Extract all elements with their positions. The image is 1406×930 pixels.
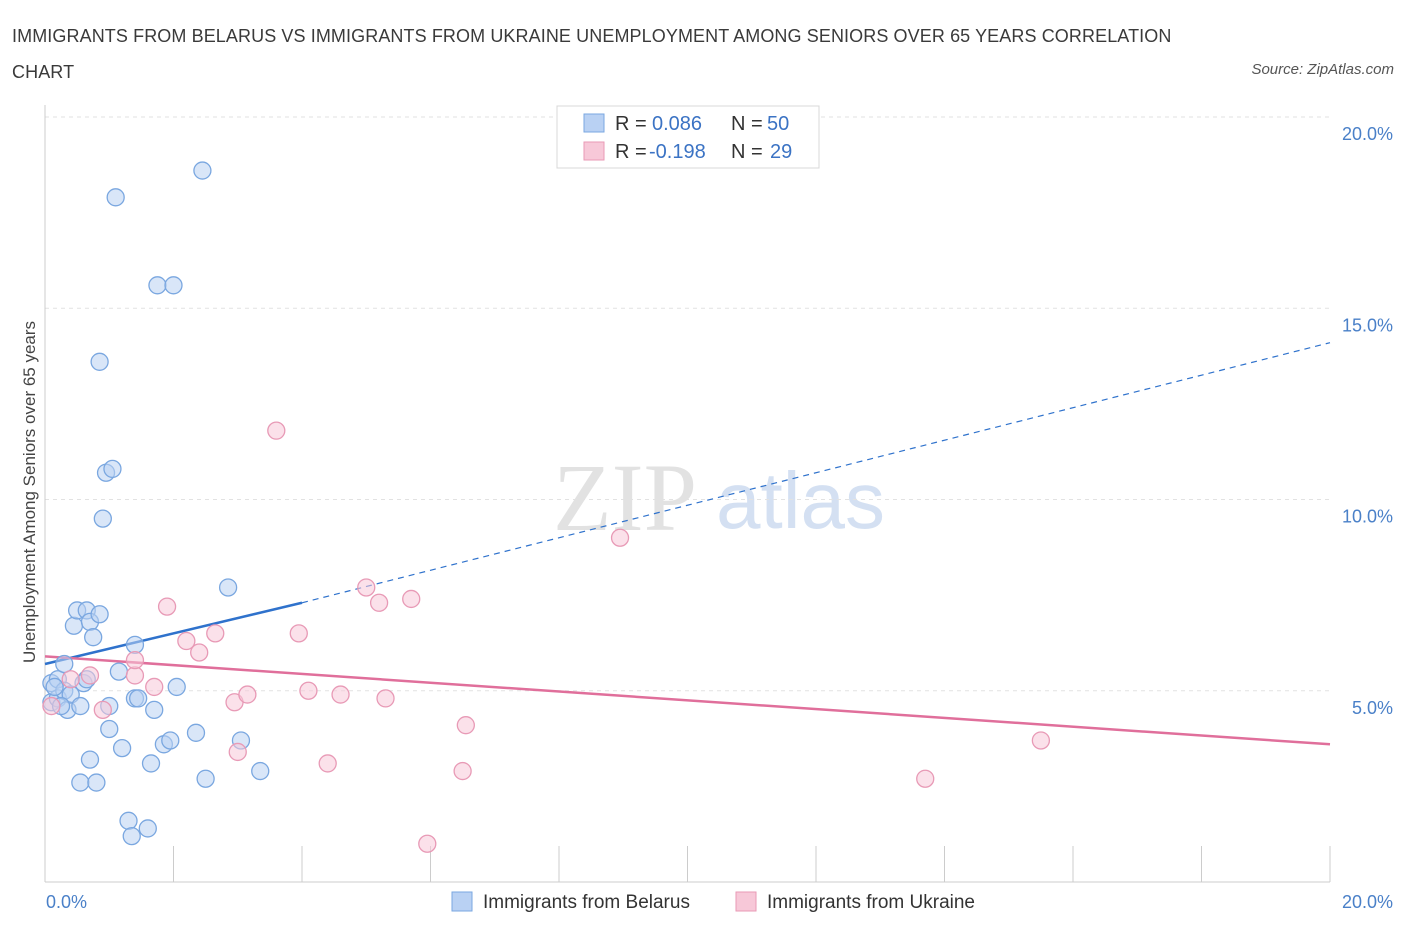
point-ukraine-7: [157, 597, 177, 616]
stats-legend: R = 0.086 N = 50 R = -0.198 N = 29: [556, 105, 820, 169]
legend-n-label-1: N =: [731, 113, 763, 135]
trend-line-ukraine: [44, 655, 1331, 746]
point-belarus-25: [106, 188, 125, 207]
point-ukraine-2: [80, 666, 100, 685]
point-belarus-39: [164, 276, 183, 295]
point-belarus-43: [196, 769, 215, 788]
point-ukraine-9: [190, 643, 209, 662]
point-ukraine-25: [456, 716, 475, 735]
grid-lines: [45, 116, 1330, 692]
axes: [44, 105, 1331, 883]
trend-line-belarus: [44, 601, 303, 666]
y-tick-label-1: 10.0%: [1342, 507, 1393, 527]
legend-r-value-2: -0.198: [649, 141, 706, 163]
point-belarus-26: [109, 662, 129, 681]
point-belarus-32: [129, 689, 148, 708]
point-belarus-11: [71, 696, 90, 716]
bottom-legend-swatch-belarus: [451, 891, 473, 912]
legend-r-label-1: R =: [615, 113, 647, 135]
point-ukraine-5: [125, 651, 145, 670]
point-belarus-44: [218, 578, 238, 597]
point-ukraine-13: [238, 685, 257, 704]
point-ukraine-27: [916, 769, 935, 788]
legend-n-label-2: N =: [731, 141, 763, 163]
data-points: [42, 161, 1051, 853]
point-belarus-41: [186, 723, 206, 742]
point-ukraine-16: [299, 681, 318, 700]
tick-labels: 5.0% 10.0% 15.0% 20.0% 0.0% 20.0%: [46, 124, 1393, 912]
legend-r-value-1: 0.086: [652, 113, 702, 135]
watermark-atlas: atlas: [716, 456, 885, 545]
point-belarus-8: [64, 616, 84, 635]
point-ukraine-23: [418, 834, 437, 853]
point-ukraine-14: [267, 421, 286, 440]
y-tick-label-0: 5.0%: [1352, 698, 1393, 718]
point-belarus-17: [87, 773, 106, 792]
trend-line-belarus-extension: [301, 342, 1331, 604]
point-ukraine-1: [61, 670, 80, 689]
point-belarus-20: [93, 509, 112, 528]
y-tick-label-3: 20.0%: [1342, 124, 1393, 144]
bottom-legend-label-belarus: Immigrants from Belarus: [483, 892, 690, 913]
point-belarus-14: [80, 750, 100, 769]
series-legend: Immigrants from Belarus Immigrants from …: [451, 891, 975, 913]
bottom-legend-swatch-ukraine: [735, 891, 757, 912]
chart-title: IMMIGRANTS FROM BELARUS VS IMMIGRANTS FR…: [12, 26, 1172, 82]
point-belarus-38: [161, 731, 180, 750]
point-belarus-34: [141, 754, 161, 773]
point-belarus-24: [103, 459, 122, 479]
y-axis-label: Unemployment Among Seniors over 65 years: [20, 321, 39, 663]
x-tick-label-max: 20.0%: [1342, 892, 1393, 912]
point-belarus-16: [84, 628, 103, 647]
point-belarus-5: [55, 654, 74, 674]
legend-r-label-2: R =: [615, 141, 647, 163]
y-tick-label-2: 15.0%: [1342, 315, 1393, 335]
point-ukraine-24: [453, 761, 472, 781]
point-belarus-33: [138, 819, 157, 838]
point-belarus-28: [119, 811, 138, 830]
point-ukraine-3: [93, 700, 112, 720]
trend-lines: [44, 342, 1331, 746]
legend-swatch-belarus: [583, 113, 605, 133]
x-tick-label-min: 0.0%: [46, 892, 87, 912]
point-belarus-10: [71, 773, 90, 792]
point-ukraine-8: [177, 631, 196, 651]
chart-source: Source: ZipAtlas.com: [1251, 61, 1394, 78]
point-belarus-29: [122, 826, 141, 846]
point-belarus-40: [167, 677, 186, 697]
point-belarus-42: [193, 161, 212, 180]
point-belarus-35: [145, 700, 164, 720]
point-belarus-31: [125, 635, 145, 654]
point-ukraine-12: [228, 742, 247, 762]
point-ukraine-0: [42, 696, 61, 716]
legend-n-value-2: 29: [770, 141, 792, 163]
point-belarus-19: [90, 352, 109, 371]
point-ukraine-17: [318, 754, 337, 773]
point-ukraine-21: [376, 689, 395, 708]
point-ukraine-4: [125, 666, 145, 685]
point-ukraine-26: [610, 528, 630, 547]
bottom-legend-label-ukraine: Immigrants from Ukraine: [767, 892, 975, 913]
point-ukraine-22: [402, 589, 421, 609]
point-ukraine-20: [369, 593, 389, 612]
point-ukraine-6: [145, 677, 164, 697]
point-ukraine-18: [331, 685, 350, 704]
point-belarus-47: [45, 677, 64, 697]
point-ukraine-15: [289, 624, 308, 643]
legend-n-value-1: 50: [767, 113, 789, 135]
point-belarus-23: [100, 719, 119, 739]
point-ukraine-10: [206, 624, 225, 643]
point-belarus-18: [90, 605, 109, 624]
point-ukraine-28: [1031, 731, 1051, 750]
point-belarus-27: [112, 738, 132, 758]
point-belarus-46: [251, 761, 270, 781]
point-ukraine-19: [357, 578, 376, 597]
point-belarus-36: [148, 276, 167, 295]
legend-swatch-ukraine: [583, 141, 605, 161]
